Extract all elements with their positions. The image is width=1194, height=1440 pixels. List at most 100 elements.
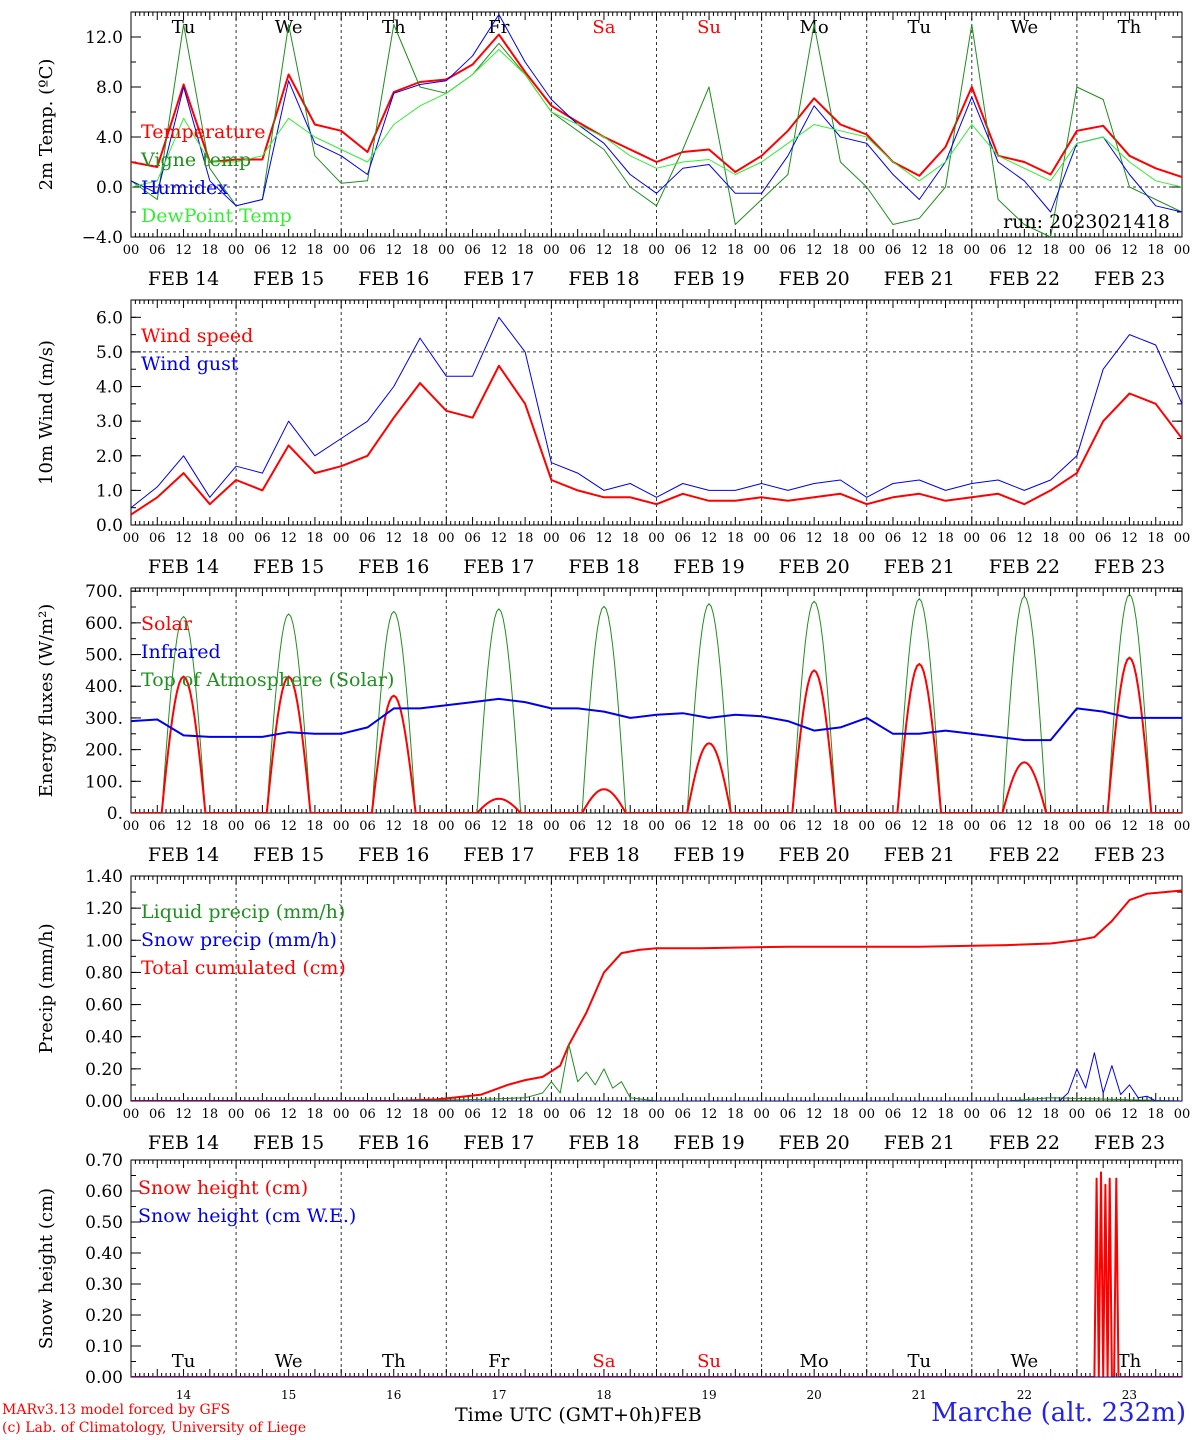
hour-label: 06 — [149, 819, 166, 834]
date-label: FEB 23 — [1094, 268, 1165, 290]
hour-label: 18 — [517, 819, 534, 834]
hour-label: 12 — [911, 819, 928, 834]
plot-frame — [130, 11, 1183, 238]
y-tick-label: 0.00 — [85, 1368, 123, 1388]
date-label: FEB 20 — [779, 556, 850, 578]
hour-label: 00 — [543, 1107, 560, 1122]
hour-label: 06 — [885, 1107, 902, 1122]
hour-label: 06 — [149, 243, 166, 258]
hour-label: 06 — [464, 531, 481, 546]
date-label: FEB 21 — [884, 556, 955, 578]
y-tick-label: 1.0 — [96, 481, 123, 501]
hour-label: 00 — [648, 243, 665, 258]
date-label: FEB 17 — [463, 268, 534, 290]
hour-label: 12 — [280, 1107, 297, 1122]
hour-label: 18 — [1042, 819, 1059, 834]
legend-entry: Temperature — [141, 121, 265, 143]
date-label: FEB 22 — [989, 268, 1060, 290]
hour-label: 00 — [333, 819, 350, 834]
weekday-label: Tu — [907, 1351, 931, 1372]
date-label: FEB 20 — [779, 268, 850, 290]
y-tick-label: 0.0 — [96, 516, 123, 536]
hour-label: 00 — [1069, 819, 1086, 834]
hour-label: 06 — [359, 531, 376, 546]
legend-entry: Snow precip (mm/h) — [141, 929, 337, 951]
hour-label: 00 — [858, 819, 875, 834]
hour-label: 18 — [727, 531, 744, 546]
hour-label: 18 — [307, 243, 324, 258]
hour-label: 06 — [149, 1107, 166, 1122]
hour-label: 06 — [885, 243, 902, 258]
weekday-label: Sa — [592, 1351, 615, 1372]
date-label: FEB 22 — [989, 1132, 1060, 1154]
hour-label: 00 — [228, 819, 245, 834]
hour-label: 06 — [254, 819, 271, 834]
y-tick-label: 400. — [85, 677, 123, 697]
date-label: FEB 19 — [673, 556, 744, 578]
hour-label: 00 — [753, 531, 770, 546]
hour-label: 12 — [1016, 243, 1033, 258]
hour-label: 18 — [202, 819, 219, 834]
date-label: FEB 21 — [884, 1132, 955, 1154]
hour-label: 00 — [753, 819, 770, 834]
hour-label: 18 — [937, 531, 954, 546]
hour-label: 00 — [1174, 819, 1191, 834]
y-axis-label: 2m Temp. (ºC) — [36, 59, 57, 191]
hour-label: 18 — [937, 819, 954, 834]
hour-label: 06 — [254, 531, 271, 546]
y-tick-label: 2.0 — [96, 447, 123, 467]
date-label: FEB 14 — [148, 1132, 219, 1154]
date-label: FEB 15 — [253, 844, 324, 866]
y-tick-label: 300. — [85, 709, 123, 729]
hour-label: 00 — [543, 531, 560, 546]
weekday-label: We — [1011, 17, 1039, 38]
y-tick-label: 600. — [85, 614, 123, 634]
hour-label: 00 — [1174, 1107, 1191, 1122]
hour-label: 18 — [1042, 531, 1059, 546]
hour-label: 06 — [359, 1107, 376, 1122]
date-label: FEB 23 — [1094, 556, 1165, 578]
hour-label: 12 — [701, 243, 718, 258]
series-temperature — [131, 33, 1182, 178]
weekday-label: Th — [1118, 1351, 1142, 1372]
date-label: FEB 22 — [989, 556, 1060, 578]
hour-label: 06 — [990, 531, 1007, 546]
hour-label: 18 — [1147, 531, 1164, 546]
hour-label: 18 — [832, 243, 849, 258]
date-label: FEB 14 — [148, 844, 219, 866]
y-tick-label: 12.0 — [85, 28, 123, 48]
hour-label: 06 — [675, 243, 692, 258]
hour-label: 06 — [1095, 819, 1112, 834]
panel-3: 0. 100. 200. 300. 400. 500. 600. 700. Energy flu… — [36, 582, 1190, 866]
hour-label: 06 — [359, 243, 376, 258]
legend-entry: Snow height (cm) — [138, 1177, 308, 1199]
hour-label: 00 — [648, 531, 665, 546]
day-number-label: 15 — [281, 1388, 296, 1402]
hour-label: 00 — [438, 531, 455, 546]
hour-label: 12 — [1121, 243, 1138, 258]
hour-label: 12 — [175, 531, 192, 546]
date-label: FEB 18 — [568, 844, 639, 866]
y-tick-label: 0.20 — [85, 1060, 123, 1080]
series-wind-gust — [131, 316, 1182, 509]
y-tick-label: 4.0 — [96, 128, 123, 148]
y-tick-label: 700. — [85, 582, 123, 602]
hour-label: 00 — [543, 243, 560, 258]
date-label: FEB 16 — [358, 1132, 429, 1154]
y-tick-label: 0. — [107, 804, 123, 824]
y-tick-label: 6.0 — [96, 308, 123, 328]
date-label: FEB 20 — [779, 844, 850, 866]
hour-label: 06 — [569, 819, 586, 834]
legend-entry: Vigne temp — [140, 149, 251, 171]
weekday-label: Tu — [172, 1351, 196, 1372]
hour-label: 12 — [806, 1107, 823, 1122]
hour-label: 12 — [596, 819, 613, 834]
date-label: FEB 15 — [253, 1132, 324, 1154]
station-name: Marche (alt. 232m) — [931, 1398, 1186, 1428]
y-tick-label: 1.00 — [85, 931, 123, 951]
y-tick-label: 0.40 — [85, 1028, 123, 1048]
date-label: FEB 15 — [253, 268, 324, 290]
panel-5: 0.00 0.10 0.20 0.30 0.40 0.50 0.60 0.70 Snow hei… — [36, 1151, 1183, 1402]
x-axis-month: FEB — [660, 1404, 702, 1426]
y-tick-label: 5.0 — [96, 343, 123, 363]
